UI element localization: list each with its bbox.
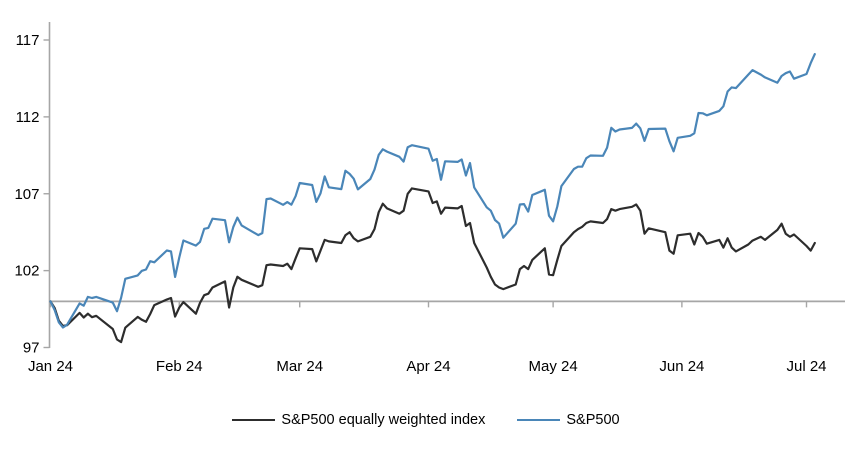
- legend-item-equal-weight: S&P500 equally weighted index: [232, 412, 485, 428]
- x-tick-label: Jan 24: [28, 358, 73, 375]
- legend-label-sp500: S&P500: [566, 412, 620, 428]
- x-tick-label: Feb 24: [156, 358, 203, 375]
- y-tick-label: 117: [16, 32, 40, 49]
- y-tick-label: 107: [14, 186, 39, 203]
- chart-legend: S&P500 equally weighted index S&P500: [0, 412, 852, 428]
- legend-item-sp500: S&P500: [517, 412, 620, 428]
- y-tick-label: 97: [23, 340, 40, 357]
- x-tick-label: Apr 24: [406, 358, 450, 375]
- x-tick-label: Jun 24: [659, 358, 704, 375]
- x-tick-label: Jul 24: [786, 358, 826, 375]
- y-tick-label: 102: [14, 263, 39, 280]
- equal-weight-line-swatch: [232, 418, 276, 422]
- y-tick-label: 112: [16, 109, 40, 126]
- legend-label-equal-weight: S&P500 equally weighted index: [281, 412, 486, 428]
- equal-weight-line: [49, 187, 816, 344]
- x-tick-label: May 24: [529, 358, 578, 375]
- sp500-line-swatch: [517, 418, 561, 422]
- x-tick-label: Mar 24: [276, 358, 323, 375]
- sp500-line: [49, 52, 816, 329]
